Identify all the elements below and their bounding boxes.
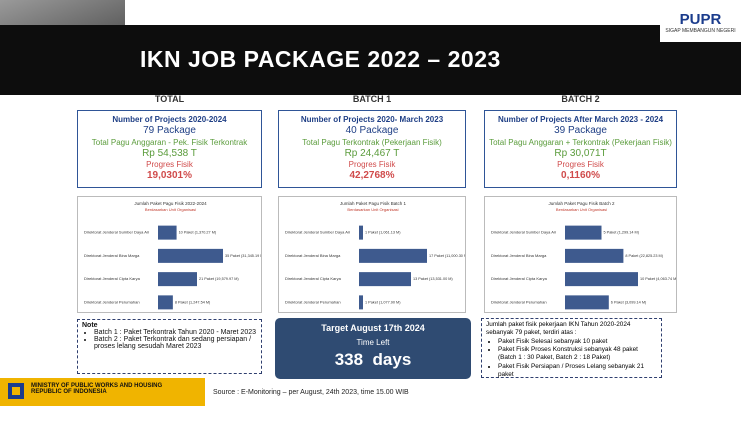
bar	[359, 225, 363, 240]
package-count: 39 Package	[554, 125, 607, 136]
stats-title: Number of Projects After March 2023 - 20…	[497, 115, 664, 124]
budget-value: Rp 30,071T	[554, 147, 607, 159]
progress-label: Progres Fisik	[557, 160, 604, 169]
chart-subtitle: Berdasarkan Unit Organisasi	[556, 207, 607, 212]
bar	[359, 272, 411, 287]
summary-intro: Jumlah paket fisik pekerjaan IKN Tahun 2…	[486, 321, 631, 337]
column-heading: TOTAL	[154, 94, 185, 104]
value-label: 35 Paket (31,345.19 M)	[225, 254, 262, 258]
value-label: 17 Paket (11,000.30 M)	[429, 254, 466, 258]
bar	[158, 225, 177, 240]
chart-title: Jumlah Paket Pagu Fisik Batch 1	[340, 201, 407, 206]
budget-label: Total Pagu Anggaran + Terkontrak (Pekerj…	[489, 137, 672, 147]
progress-value: 0,1160%	[561, 170, 600, 181]
budget-label: Total Pagu Terkontrak (Pekerjaan Fisik)	[302, 137, 442, 147]
summary-item: Paket Fisik Persiapan / Proses Lelang se…	[498, 363, 657, 380]
bar	[158, 272, 197, 287]
package-count: 40 Package	[345, 125, 399, 136]
category-label: Direktorat Jenderal Sumber Daya Air	[285, 230, 351, 235]
countdown-unit: days	[372, 350, 412, 369]
category-label: Direktorat Jenderal Perumahan	[285, 299, 341, 304]
value-label: 8 Paket (22,825.23 M)	[625, 254, 663, 258]
country: REPUBLIC OF INDONESIA	[31, 389, 107, 395]
chart-title: Jumlah Paket Pagu Fisik 2022-2024	[134, 201, 207, 206]
stats-box: Number of Projects 2020-2024 79 Package To…	[77, 110, 262, 188]
bar	[158, 248, 223, 263]
header-band	[0, 25, 741, 95]
bar	[565, 248, 624, 263]
value-label: 21 Paket (19,579.97 M)	[199, 277, 239, 281]
bar	[565, 295, 609, 310]
value-label: 8 Paket (1,247.54 M)	[175, 300, 211, 304]
note-box: Note Batch 1 : Paket Terkontrak Tahun 20…	[77, 319, 262, 374]
ministry-name: MINISTRY OF PUBLIC WORKS AND HOUSING	[31, 383, 163, 389]
note-item: Batch 1 : Paket Terkontrak Tahun 2020 - …	[94, 329, 257, 336]
category-label: Direktorat Jenderal Bina Marga	[285, 253, 341, 258]
budget-value: Rp 54,538 T	[142, 147, 197, 159]
category-label: Direktorat Jenderal Sumber Daya Air	[84, 230, 150, 235]
bar	[359, 295, 363, 310]
logo-text: PUPR	[679, 11, 722, 28]
value-label: 1 Paket (1,077.90 M)	[365, 300, 401, 304]
bar	[565, 225, 602, 240]
package-count: 79 Package	[143, 125, 196, 136]
category-label: Direktorat Jenderal Cipta Karya	[491, 276, 548, 281]
category-label: Direktorat Jenderal Bina Marga	[491, 253, 547, 258]
chart-subtitle: Berdasarkan Unit Organisasi	[347, 207, 398, 212]
bar-chart: Jumlah Paket Pagu Fisik Batch 2Berdasark…	[484, 196, 677, 313]
summary-box: Jumlah paket fisik pekerjaan IKN Tahun 2…	[481, 318, 662, 378]
countdown-target: Target August 17th 2024	[321, 323, 425, 333]
summary-item: Paket Fisik Proses Konstruksi sebanyak 4…	[498, 346, 657, 363]
ministry: MINISTRY OF PUBLIC WORKS AND HOUSING REPU…	[31, 383, 162, 395]
source: Source : E-Monitoring – per August, 24th…	[213, 389, 409, 396]
budget-label: Total Pagu Anggaran - Pek. Fisik Terkont…	[91, 137, 248, 147]
note-item: Batch 2 : Paket Terkontrak dan sedang pe…	[94, 336, 257, 350]
value-label: 10 Paket (4,063.74 M)	[640, 277, 677, 281]
category-label: Direktorat Jenderal Cipta Karya	[285, 276, 342, 281]
logo-tagline: SIGAP MEMBANGUN NEGERI	[665, 28, 736, 34]
chart-subtitle: Berdasarkan Unit Organisasi	[145, 207, 196, 212]
note-title: Note	[82, 322, 98, 329]
value-label: 10 Paket (1,370.27 M)	[179, 231, 217, 235]
title: IKN JOB PACKAGE 2022 – 2023	[140, 46, 501, 72]
category-label: Direktorat Jenderal Bina Marga	[84, 253, 140, 258]
footer-strip	[0, 378, 205, 406]
progress-label: Progres Fisik	[146, 160, 193, 169]
column-heading: BATCH 1	[352, 94, 392, 104]
countdown-number: 338	[334, 350, 364, 369]
chart-title: Jumlah Paket Pagu Fisik Batch 2	[548, 201, 615, 206]
value-label: 6 Paket (3,099.14 M)	[611, 300, 647, 304]
stats-title: Number of Projects 2020- March 2023	[300, 115, 444, 124]
column-heading: BATCH 2	[561, 94, 600, 104]
bar-chart: Jumlah Paket Pagu Fisik Batch 1Berdasark…	[278, 196, 466, 313]
value-label: 5 Paket (1,299.14 M)	[604, 231, 640, 235]
bar-chart: Jumlah Paket Pagu Fisik 2022-2024Berdasa…	[77, 196, 262, 313]
category-label: Direktorat Jenderal Sumber Daya Air	[491, 230, 557, 235]
category-label: Direktorat Jenderal Perumahan	[491, 299, 547, 304]
countdown: Target August 17th 2024 Time Left 338 da…	[275, 318, 471, 379]
progress-value: 42,2768%	[349, 170, 395, 181]
stats-title: Number of Projects 2020-2024	[112, 115, 227, 124]
bar	[565, 272, 638, 287]
summary-item: Paket Fisik Selesai sebanyak 10 paket	[498, 338, 657, 346]
stats-box: Number of Projects 2020- March 2023 40 Pa…	[278, 110, 466, 188]
category-label: Direktorat Jenderal Cipta Karya	[84, 276, 141, 281]
progress-label: Progres Fisik	[348, 160, 396, 169]
category-label: Direktorat Jenderal Perumahan	[84, 299, 140, 304]
ministry-logo	[8, 383, 24, 399]
logo: PUPR SIGAP MEMBANGUN NEGERI	[660, 6, 741, 42]
bar	[158, 295, 173, 310]
stats-box: Number of Projects After March 2023 - 20…	[484, 110, 677, 188]
countdown-label: Time Left	[356, 338, 390, 347]
progress-value: 19,0301%	[146, 170, 193, 181]
value-label: 13 Paket (13,531.00 M)	[413, 277, 453, 281]
budget-value: Rp 24,467 T	[344, 147, 400, 159]
bar	[359, 248, 427, 263]
value-label: 1 Paket (1,061.13 M)	[365, 231, 401, 235]
